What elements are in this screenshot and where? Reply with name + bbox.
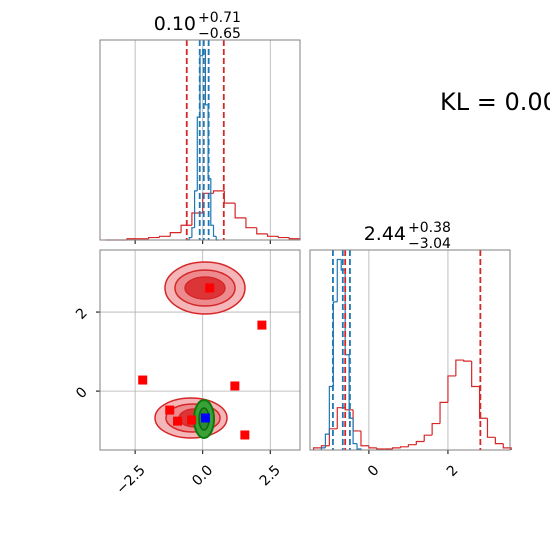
histogram-bin <box>188 236 192 240</box>
point <box>257 320 267 330</box>
histogram-bin <box>336 407 346 429</box>
histogram-bin <box>471 361 480 388</box>
histogram-bin <box>312 447 322 450</box>
panel-frame <box>309 249 511 451</box>
y-tick-label: 0 <box>73 384 91 402</box>
histogram-bin <box>234 203 246 219</box>
histogram-bin <box>392 447 401 449</box>
histogram-bin <box>439 401 448 424</box>
x-tick-label: 0 <box>365 462 383 480</box>
histogram-bin <box>431 422 441 436</box>
histogram-bin <box>191 227 195 238</box>
point <box>187 415 197 425</box>
point <box>230 381 240 391</box>
histogram-bin <box>407 444 417 447</box>
histogram-bin <box>376 447 385 450</box>
histogram-bin <box>332 301 338 387</box>
histogram-bin <box>277 236 290 239</box>
histogram-bin <box>204 49 209 106</box>
histogram-bin <box>415 440 425 445</box>
histogram-bin <box>340 259 346 271</box>
histogram-bin <box>399 446 409 448</box>
histogram-bin <box>320 445 330 448</box>
title-lower: −3.04 <box>408 236 451 252</box>
contour <box>184 276 226 300</box>
point <box>240 430 250 440</box>
histogram-bin <box>212 190 225 194</box>
point <box>138 375 148 385</box>
title-upper: +0.38 <box>408 220 451 236</box>
histogram-bin <box>266 233 279 237</box>
histogram-bin <box>191 212 203 226</box>
panel-title: 2.44 <box>364 223 406 245</box>
panel-title: 0.10 <box>154 13 196 35</box>
histogram-bin <box>148 236 160 239</box>
x-tick-label: −2.5 <box>113 462 148 497</box>
histogram-bin <box>356 443 362 450</box>
x-tick-label: 2 <box>444 462 462 480</box>
panel-frame <box>99 39 301 241</box>
histogram-bin <box>158 235 171 238</box>
histogram-bin <box>328 385 334 435</box>
point <box>205 283 215 293</box>
histogram-bin <box>180 224 192 233</box>
histogram-bin <box>210 178 214 226</box>
point <box>165 405 175 415</box>
histogram-bin <box>352 409 361 432</box>
histogram-bin <box>245 217 257 229</box>
histogram-bin <box>486 418 496 438</box>
histogram-bin <box>212 225 217 237</box>
histogram-bin <box>455 359 464 376</box>
histogram-bin <box>169 232 182 237</box>
histogram-bin <box>352 418 358 445</box>
histogram-bin <box>463 360 472 362</box>
x-tick-label: 2.5 <box>257 462 284 489</box>
histogram-bin <box>348 354 354 419</box>
panel-frame <box>99 249 301 451</box>
histogram-bin <box>368 445 377 449</box>
histogram-bin <box>223 190 236 204</box>
histogram-bin <box>256 227 268 235</box>
histogram-bin <box>193 190 198 228</box>
x-tick-label: 0.0 <box>189 462 216 489</box>
histogram-bin <box>360 430 369 447</box>
histogram-bin <box>202 192 214 213</box>
histogram-bin <box>215 236 219 241</box>
title-lower: −0.65 <box>198 26 241 42</box>
histogram-bin <box>336 258 342 302</box>
histogram-bin <box>502 443 512 450</box>
histogram-bin <box>447 375 456 403</box>
histogram-bin <box>320 447 326 450</box>
point <box>173 416 183 426</box>
kl-annotation: KL = 0.00 <box>440 88 550 116</box>
histogram-bin <box>423 434 433 442</box>
point <box>200 413 210 423</box>
histogram-bin <box>324 433 330 448</box>
title-upper: +0.71 <box>198 10 241 26</box>
histogram-bin <box>494 437 504 445</box>
y-tick-label: 2 <box>73 305 91 323</box>
